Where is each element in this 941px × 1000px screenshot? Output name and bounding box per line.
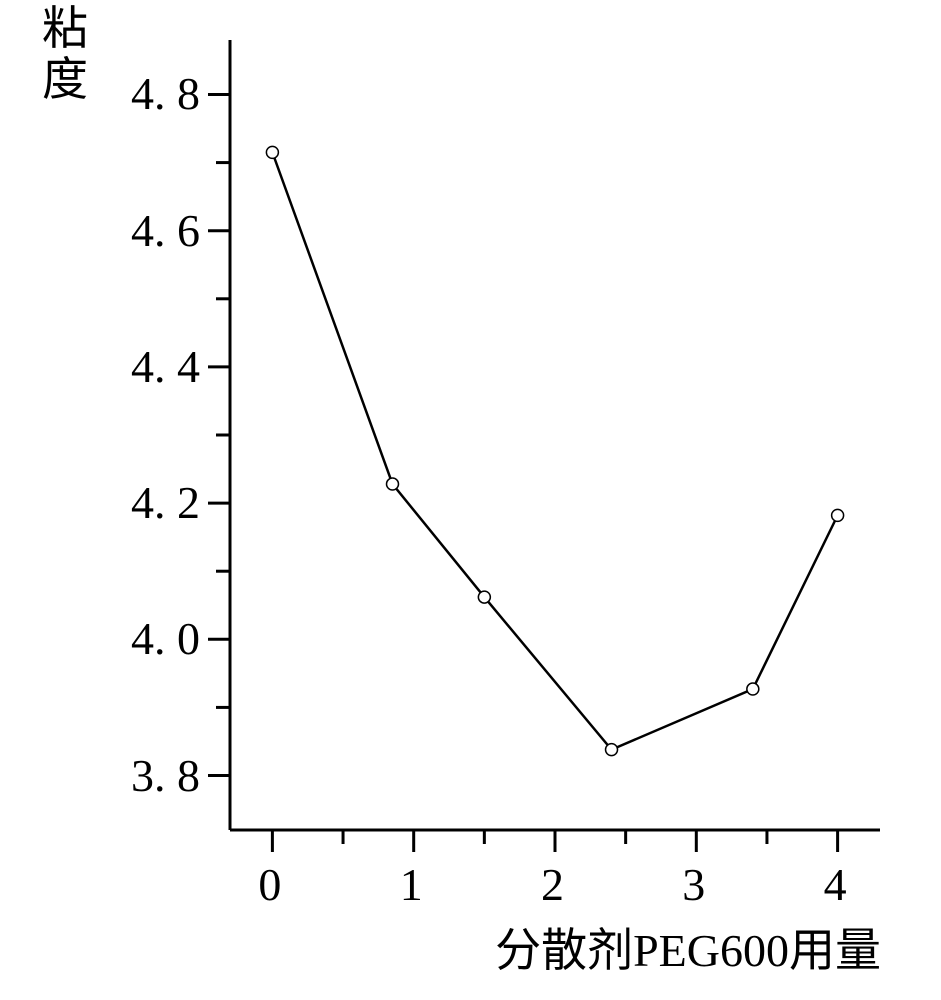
y-axis-label: 粘度 (10, 4, 120, 105)
x-axis-label: 分散剂PEG600用量 (495, 914, 881, 980)
x-tick-label: 3 (682, 858, 705, 911)
y-tick-label: 4. 4 (131, 340, 200, 393)
y-tick-label: 4. 6 (131, 204, 200, 257)
x-tick-label: 4 (824, 858, 847, 911)
y-axis-label-char: 度 (10, 55, 120, 106)
x-tick-label: 2 (541, 858, 564, 911)
y-tick-label: 3. 8 (131, 749, 200, 802)
x-tick-label: 1 (400, 858, 423, 911)
y-axis-label-char: 粘 (10, 4, 120, 55)
x-tick-label: 0 (258, 858, 281, 911)
chart-container: 粘度 分散剂PEG600用量 3. 8 4. 0 4. 2 4. 4 4. 6 4. 8 0… (0, 0, 941, 1000)
y-tick-label: 4. 8 (131, 67, 200, 120)
y-tick-label: 4. 0 (131, 612, 200, 665)
y-tick-label: 4. 2 (131, 476, 200, 529)
